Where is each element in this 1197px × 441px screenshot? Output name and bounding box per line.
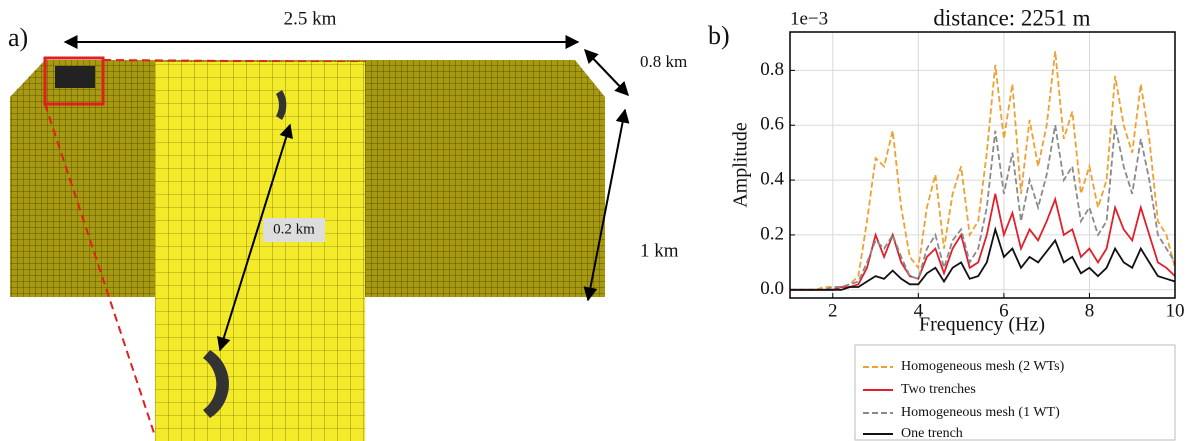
x-tick-label: 10 [1166,300,1185,321]
height-label: 1 km [640,240,679,261]
line-series [790,194,1175,290]
trench-zone [55,66,95,88]
y-axis-label: Amplitude [730,122,752,208]
line-series [790,125,1175,290]
y-tick-label: 0.4 [760,168,784,189]
line-series [790,229,1175,289]
legend-label: One trench [901,426,963,441]
chart-title: distance: 2251 m [933,5,1090,30]
length-label: 2.5 km [284,8,337,29]
figure: 0.2 km 2.5 km 0.8 km 1 km a) b) distance… [0,0,1197,441]
x-tick-label: 4 [914,300,924,321]
panel-label: a) [8,23,28,52]
spacing-label: 0.2 km [273,221,315,237]
chart: b) distance: 2251 m 1e−3 Frequency (Hz) … [708,5,1185,441]
line-series [790,51,1175,290]
y-tick-label: 0.8 [760,59,784,80]
legend-label: Homogeneous mesh (2 WTs) [901,359,1065,374]
zoom-inset [155,62,365,441]
x-tick-label: 8 [1085,300,1095,321]
y-tick-label: 0.0 [760,278,784,299]
plot-frame [790,32,1175,298]
y-tick-label: 0.2 [760,223,784,244]
depth-label: 0.8 km [640,52,687,71]
legend-label: Homogeneous mesh (1 WT) [901,405,1060,420]
y-tick-label: 0.6 [760,114,784,135]
panel-label: b) [708,21,730,50]
offset-label: 1e−3 [790,8,828,29]
x-tick-label: 6 [999,300,1009,321]
x-tick-label: 2 [828,300,838,321]
legend-label: Two trenches [901,382,976,397]
x-axis-label: Frequency (Hz) [919,314,1045,336]
mesh-panel: 0.2 km 2.5 km 0.8 km 1 km a) [8,8,687,441]
